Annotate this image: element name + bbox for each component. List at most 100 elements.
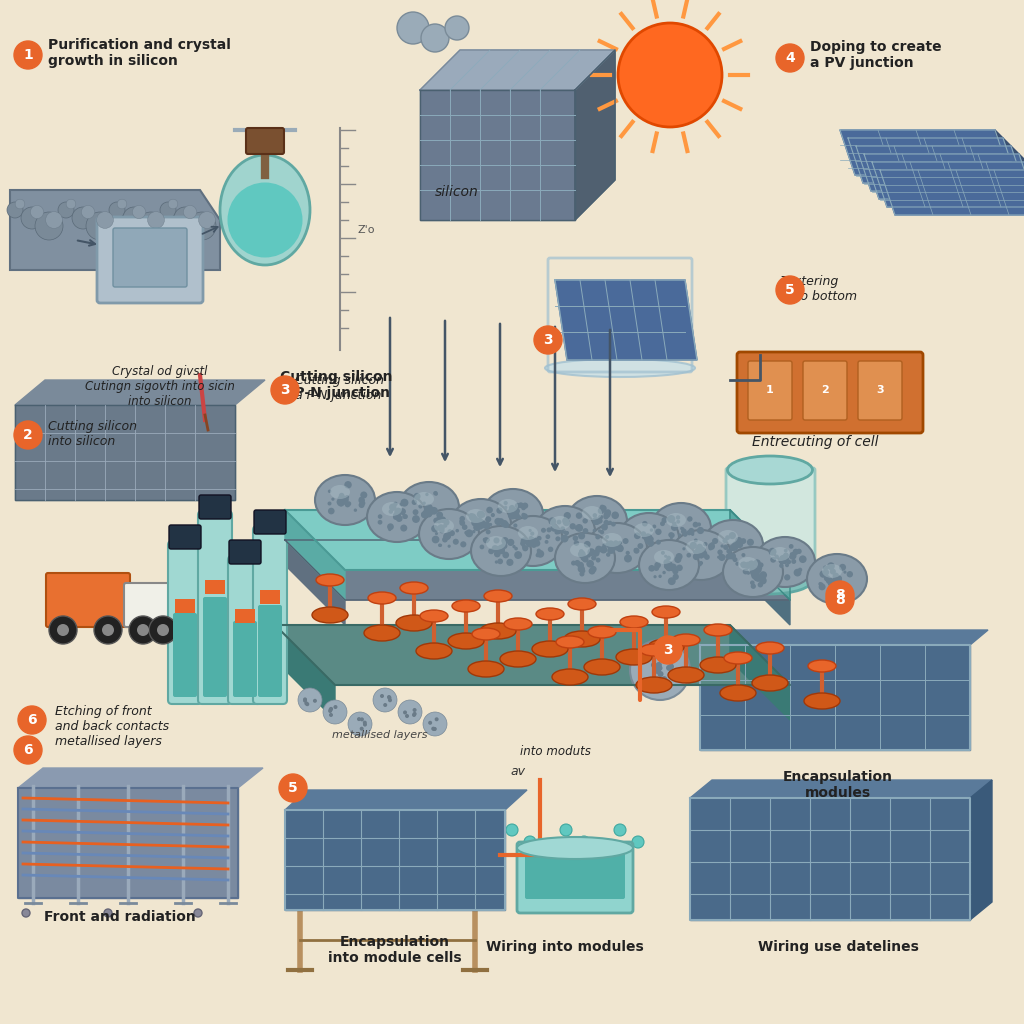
Circle shape: [698, 552, 705, 557]
Ellipse shape: [518, 526, 538, 540]
FancyBboxPatch shape: [46, 573, 130, 627]
Ellipse shape: [567, 496, 627, 546]
Circle shape: [440, 528, 443, 532]
Circle shape: [688, 528, 694, 534]
Circle shape: [607, 546, 615, 554]
FancyBboxPatch shape: [254, 510, 286, 534]
Ellipse shape: [452, 600, 480, 612]
FancyBboxPatch shape: [233, 621, 257, 697]
Polygon shape: [681, 563, 721, 575]
Text: Purification and crystal
growth in silicon: Purification and crystal growth in silic…: [48, 38, 230, 69]
Circle shape: [642, 535, 646, 540]
Circle shape: [634, 532, 641, 540]
Circle shape: [634, 548, 637, 552]
Circle shape: [521, 506, 526, 510]
Circle shape: [563, 519, 570, 526]
Circle shape: [419, 505, 423, 509]
Circle shape: [670, 532, 675, 538]
Circle shape: [587, 560, 594, 567]
Ellipse shape: [420, 610, 449, 622]
Circle shape: [584, 556, 587, 559]
Circle shape: [547, 527, 552, 532]
Circle shape: [730, 545, 733, 549]
FancyBboxPatch shape: [737, 352, 923, 433]
Polygon shape: [848, 138, 1018, 183]
Polygon shape: [649, 573, 689, 585]
Circle shape: [669, 532, 674, 538]
Circle shape: [642, 521, 647, 526]
Circle shape: [498, 549, 502, 553]
Text: Etching of front
and back contacts
metallised layers: Etching of front and back contacts metal…: [55, 705, 169, 748]
Polygon shape: [730, 510, 790, 600]
Text: 8: 8: [836, 593, 845, 607]
Circle shape: [513, 523, 517, 527]
Circle shape: [380, 694, 384, 698]
Polygon shape: [690, 780, 992, 798]
Circle shape: [603, 511, 610, 518]
Circle shape: [588, 548, 595, 556]
Circle shape: [498, 546, 505, 553]
Circle shape: [656, 662, 662, 668]
Ellipse shape: [536, 608, 564, 620]
Circle shape: [823, 565, 828, 570]
Circle shape: [341, 497, 344, 500]
Circle shape: [686, 530, 692, 536]
Ellipse shape: [545, 359, 695, 377]
Circle shape: [129, 616, 157, 644]
Circle shape: [530, 539, 536, 544]
Circle shape: [528, 537, 536, 544]
Circle shape: [497, 548, 502, 553]
Circle shape: [471, 516, 478, 523]
Circle shape: [373, 688, 397, 712]
Ellipse shape: [472, 628, 500, 640]
Ellipse shape: [718, 530, 738, 544]
Circle shape: [827, 562, 835, 570]
FancyBboxPatch shape: [228, 556, 262, 705]
Circle shape: [693, 550, 696, 554]
Circle shape: [542, 848, 554, 860]
Circle shape: [751, 584, 756, 589]
Circle shape: [485, 516, 492, 522]
Circle shape: [340, 498, 345, 504]
Circle shape: [447, 529, 452, 534]
Text: 3: 3: [877, 385, 884, 395]
FancyBboxPatch shape: [169, 525, 201, 549]
Circle shape: [518, 503, 524, 508]
Polygon shape: [872, 162, 1024, 207]
Circle shape: [836, 575, 842, 582]
Circle shape: [303, 697, 307, 701]
Circle shape: [666, 564, 673, 571]
Polygon shape: [730, 540, 790, 625]
Ellipse shape: [451, 499, 511, 549]
Circle shape: [359, 727, 364, 731]
Circle shape: [656, 665, 663, 671]
Ellipse shape: [399, 482, 459, 532]
Ellipse shape: [804, 693, 840, 709]
Circle shape: [545, 540, 549, 544]
Circle shape: [820, 583, 823, 586]
Circle shape: [667, 564, 671, 567]
Circle shape: [328, 709, 332, 713]
Polygon shape: [700, 645, 970, 750]
Circle shape: [509, 505, 515, 511]
Circle shape: [472, 530, 475, 534]
Circle shape: [419, 505, 422, 508]
Circle shape: [648, 536, 652, 540]
Polygon shape: [856, 146, 1024, 191]
Circle shape: [647, 536, 651, 540]
Polygon shape: [577, 529, 617, 541]
Circle shape: [590, 566, 597, 572]
Circle shape: [754, 573, 761, 582]
Circle shape: [718, 554, 725, 561]
Circle shape: [663, 679, 669, 685]
Circle shape: [506, 824, 518, 836]
Circle shape: [599, 505, 606, 512]
Circle shape: [653, 575, 656, 579]
Circle shape: [537, 536, 542, 541]
Circle shape: [412, 515, 420, 523]
Circle shape: [580, 571, 585, 577]
Circle shape: [271, 376, 299, 404]
FancyBboxPatch shape: [113, 228, 187, 287]
Polygon shape: [275, 625, 335, 720]
Ellipse shape: [755, 537, 815, 587]
